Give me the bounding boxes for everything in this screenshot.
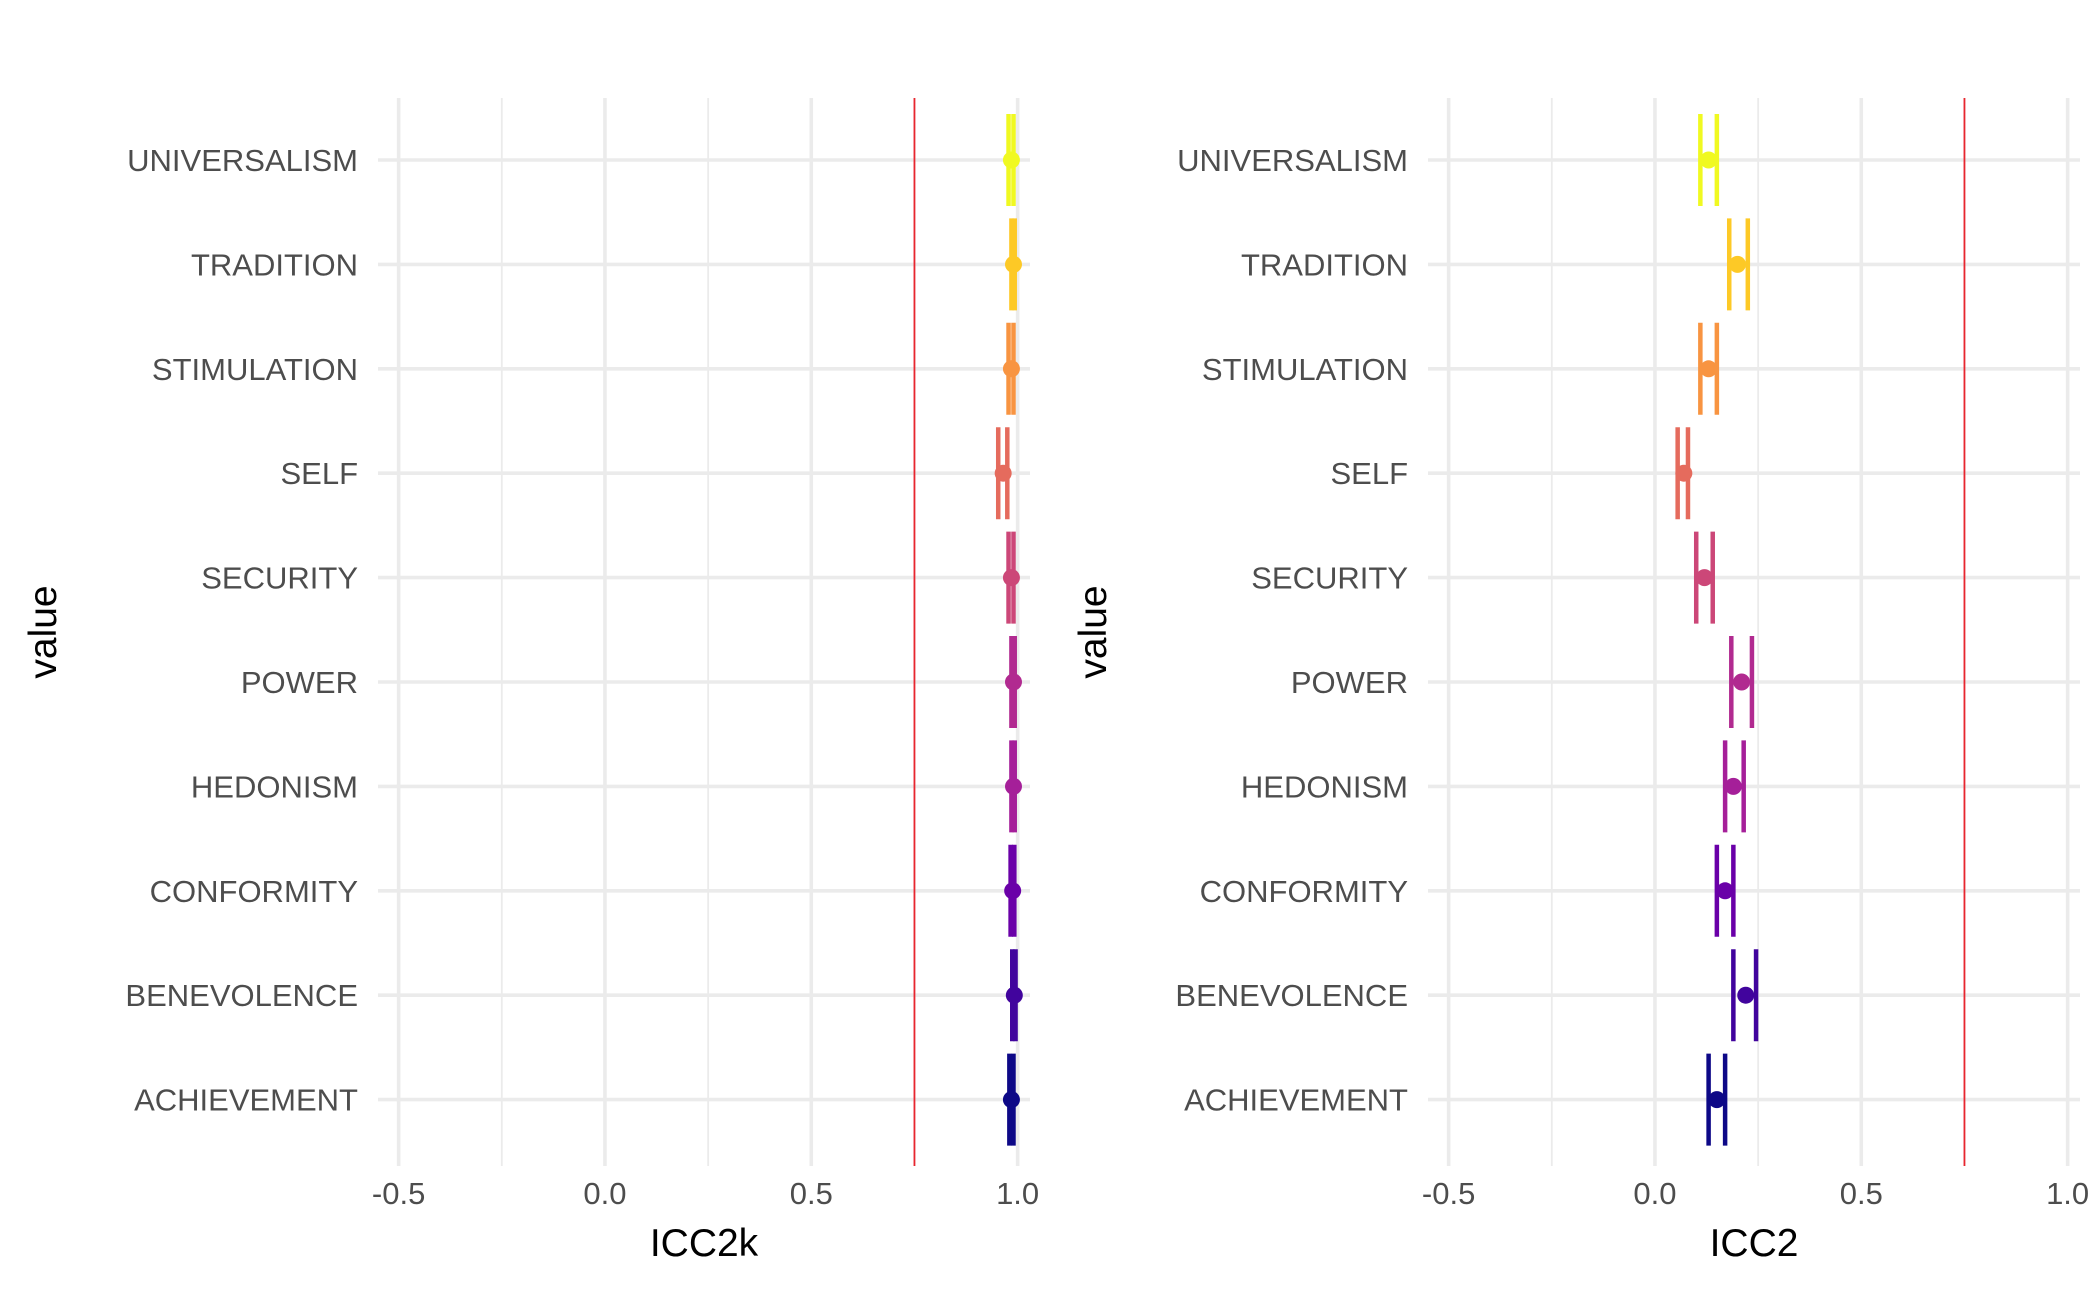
icc2-y-tick-labels: UNIVERSALISM TRADITION STIMULATION SELF SECU… — [1175, 143, 1408, 1118]
icc2-panel: UNIVERSALISM TRADITION STIMULATION SELF SECU… — [1072, 98, 2089, 1265]
icc2-y-tick-label: UNIVERSALISM — [1177, 143, 1408, 178]
icc2-x-tick-label: -0.5 — [1422, 1176, 1475, 1211]
icc2-x-tick-label: 0.5 — [1840, 1176, 1883, 1211]
icc2-point — [1708, 1091, 1726, 1109]
icc2-x-axis-title: ICC2 — [1710, 1222, 1799, 1265]
icc2k-marks — [994, 114, 1023, 1146]
icc2-y-tick-label: STIMULATION — [1202, 352, 1408, 387]
icc2k-point — [1005, 986, 1023, 1004]
icc2-point — [1675, 464, 1693, 482]
icc2-y-tick-label: CONFORMITY — [1200, 874, 1408, 909]
icc2k-point — [1002, 569, 1020, 587]
icc2k-y-tick-label: POWER — [241, 665, 358, 700]
icc2k-y-tick-label: SECURITY — [201, 561, 358, 596]
icc2k-y-tick-label: SELF — [280, 456, 358, 491]
icc2k-x-tick-label: -0.5 — [372, 1176, 425, 1211]
icc2-y-axis-title: value — [1072, 585, 1115, 678]
icc2k-point — [1004, 673, 1022, 691]
icc2-point — [1724, 777, 1742, 795]
icc2-point — [1728, 255, 1746, 273]
icc2-point — [1716, 882, 1734, 900]
icc2k-panel: UNIVERSALISM TRADITION STIMULATION SELF SECU… — [22, 98, 1039, 1265]
icc2k-point — [1004, 882, 1022, 900]
icc2k-x-tick-label: 1.0 — [996, 1176, 1039, 1211]
icc2k-x-tick-labels: -0.5 0.0 0.5 1.0 — [372, 1176, 1039, 1211]
icc2-y-tick-label: SECURITY — [1251, 561, 1408, 596]
icc2k-point — [1002, 151, 1020, 169]
icc2-marks — [1675, 114, 1759, 1146]
icc2k-y-tick-label: BENEVOLENCE — [125, 978, 358, 1013]
icc2-point — [1700, 151, 1718, 169]
icc2-y-tick-label: SELF — [1330, 456, 1408, 491]
icc2k-y-tick-label: TRADITION — [191, 247, 358, 282]
icc2-x-tick-label: 0.0 — [1633, 1176, 1676, 1211]
icc2k-point — [1004, 777, 1022, 795]
icc2k-point — [1004, 255, 1022, 273]
icc2-point — [1695, 569, 1713, 587]
icc2-point — [1733, 673, 1751, 691]
icc2k-y-tick-label: HEDONISM — [191, 769, 358, 804]
icc2-y-tick-label: BENEVOLENCE — [1175, 978, 1408, 1013]
icc2k-x-axis-title: ICC2k — [650, 1222, 759, 1265]
icc2k-y-tick-label: ACHIEVEMENT — [134, 1083, 358, 1118]
icc2k-y-tick-label: STIMULATION — [152, 352, 358, 387]
icc2k-point — [1002, 360, 1020, 378]
icc2k-point — [994, 464, 1012, 482]
icc2k-y-tick-labels: UNIVERSALISM TRADITION STIMULATION SELF SECU… — [125, 143, 358, 1118]
icc2k-y-axis-title: value — [22, 585, 65, 678]
icc2-y-tick-label: ACHIEVEMENT — [1184, 1083, 1408, 1118]
icc2-x-tick-label: 1.0 — [2046, 1176, 2089, 1211]
icc2-point — [1737, 986, 1755, 1004]
icc2k-grid — [378, 98, 1030, 1166]
icc2k-y-tick-label: UNIVERSALISM — [127, 143, 358, 178]
icc2-y-tick-label: HEDONISM — [1241, 769, 1408, 804]
icc2-x-tick-labels: -0.5 0.0 0.5 1.0 — [1422, 1176, 2089, 1211]
icc2k-y-tick-label: CONFORMITY — [150, 874, 358, 909]
icc2k-x-tick-label: 0.5 — [790, 1176, 833, 1211]
icc2k-x-tick-label: 0.0 — [583, 1176, 626, 1211]
icc2-y-tick-label: TRADITION — [1241, 247, 1408, 282]
icc2-y-tick-label: POWER — [1291, 665, 1408, 700]
icc2k-point — [1002, 1091, 1020, 1109]
icc2-point — [1700, 360, 1718, 378]
